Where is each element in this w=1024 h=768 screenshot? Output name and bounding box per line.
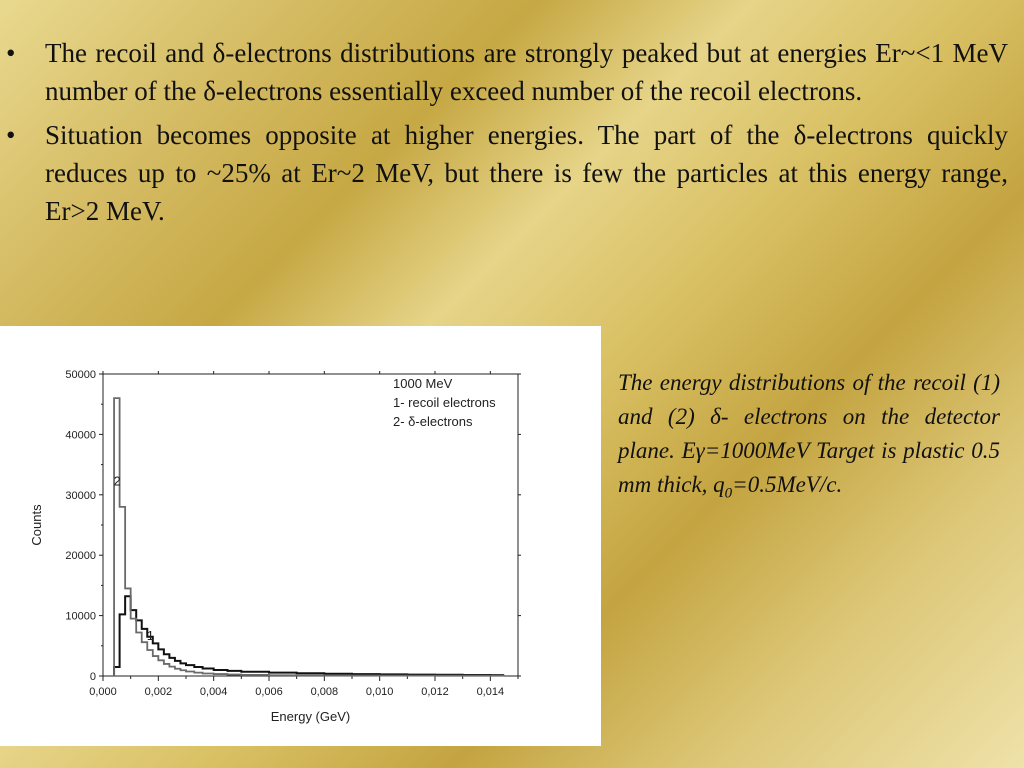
x-tick-label: 0,004: [200, 686, 228, 698]
y-tick-label: 30000: [65, 490, 96, 502]
bullet-item-opposite-situation: • Situation becomes opposite at higher e…: [0, 116, 1024, 230]
y-tick-label: 50000: [65, 369, 96, 381]
curve-annotation-2: 2: [114, 474, 121, 489]
legend-entry-0: 1000 MeV: [393, 376, 453, 391]
bullet-item-recoil-peaked: • The recoil and δ-electrons distributio…: [0, 34, 1024, 110]
y-tick-label: 0: [90, 671, 96, 683]
caption-subscript: 0: [724, 485, 733, 502]
x-axis-label: Energy (GeV): [271, 709, 350, 724]
x-tick-label: 0,014: [477, 686, 505, 698]
x-tick-label: 0,008: [311, 686, 339, 698]
x-tick-label: 0,010: [366, 686, 394, 698]
y-axis-label: Counts: [29, 504, 44, 546]
y-tick-label: 10000: [65, 611, 96, 623]
bullet-text: Situation becomes opposite at higher ene…: [45, 120, 1008, 226]
legend-entry-1: 1- recoil electrons: [393, 395, 496, 410]
y-tick-label: 20000: [65, 550, 96, 562]
caption-text-end: =0.5MeV/c.: [732, 472, 843, 497]
bullet-dot-icon: •: [6, 120, 16, 150]
energy-distribution-chart: 0 10000 20000 30000 40000 50000 0,000 0,002 0,00…: [29, 369, 521, 724]
x-tick-label: 0,002: [145, 686, 173, 698]
y-tick-label: 40000: [65, 429, 96, 441]
caption-text: The energy distributions of the recoil (…: [618, 370, 1000, 497]
series-recoil-electrons-line: [113, 595, 505, 677]
bullet-dot-icon: •: [6, 38, 16, 68]
curve-annotation-1: 1: [147, 628, 154, 643]
series-delta-electrons-line: [113, 397, 505, 677]
x-tick-label: 0,006: [255, 686, 283, 698]
bullet-text: The recoil and δ-electrons distributions…: [45, 38, 1008, 106]
chart-panel: 0 10000 20000 30000 40000 50000 0,000 0,002 0,00…: [0, 326, 601, 746]
x-tick-label: 0,000: [89, 686, 117, 698]
bullet-list: • The recoil and δ-electrons distributio…: [0, 34, 1024, 236]
legend-entry-2: 2- δ-electrons: [393, 414, 473, 429]
figure-caption: The energy distributions of the recoil (…: [618, 366, 1000, 511]
x-tick-label: 0,012: [421, 686, 449, 698]
